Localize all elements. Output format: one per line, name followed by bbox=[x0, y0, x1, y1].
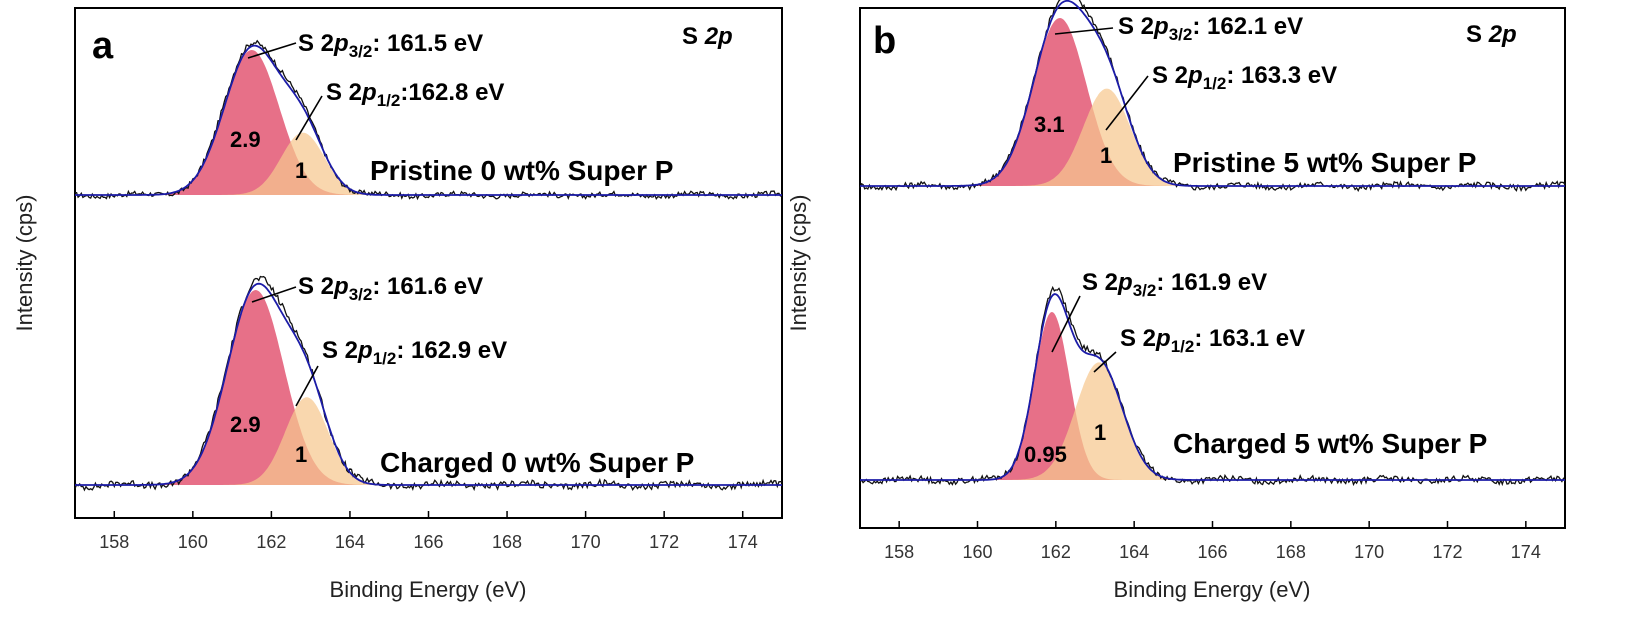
fit-envelope-a1 bbox=[75, 282, 782, 486]
x-axis-a: 158 160 162 164 166 168 170 172 174 bbox=[99, 511, 758, 552]
x-tick-label-b-5: 168 bbox=[1276, 542, 1306, 562]
peak-value-b1-p12: 163.1 eV bbox=[1209, 325, 1305, 352]
leader-a1-p12 bbox=[295, 365, 319, 407]
ratio-a1-p12: 1 bbox=[295, 442, 307, 467]
x-tick-label-b-7: 172 bbox=[1432, 542, 1462, 562]
peak-label-a1-p32: S 2p3/2: 161.6 eV bbox=[298, 273, 483, 304]
leader-b0-p12 bbox=[1105, 75, 1149, 131]
peak-label-a0-p32: S 2p3/2: 161.5 eV bbox=[298, 30, 483, 61]
x-tick-label-a-4: 166 bbox=[413, 532, 443, 552]
fit-envelope-b0 bbox=[860, 0, 1565, 187]
x-tick-label-a-8: 174 bbox=[728, 532, 758, 552]
panel-letter-a: a bbox=[92, 25, 114, 67]
spectrum-charged-5wt bbox=[859, 285, 1566, 487]
ratio-a0-p12: 1 bbox=[295, 158, 307, 183]
xlabel-b: Binding Energy (eV) bbox=[1114, 577, 1311, 602]
corner-label-b: S 2p bbox=[1466, 21, 1517, 48]
sample-label-b0: Pristine 5 wt% Super P bbox=[1173, 147, 1476, 178]
leader-b1-p12 bbox=[1093, 351, 1117, 373]
component-a1-p32 bbox=[142, 290, 369, 485]
peak-label-a1-p12: S 2p1/2: 162.9 eV bbox=[322, 337, 507, 368]
spectrum-pristine-5wt bbox=[859, 0, 1566, 193]
component-b0-p12 bbox=[1012, 88, 1201, 186]
peak-value-a1-p32: 161.6 eV bbox=[387, 273, 483, 300]
ylabel-b: Intensity (cps) bbox=[786, 195, 811, 332]
component-a1-p12 bbox=[220, 397, 394, 485]
peak-value-a1-p12: 162.9 eV bbox=[411, 337, 507, 364]
peak-value-b1-p32: 161.9 eV bbox=[1171, 269, 1267, 296]
ratio-b0-p12: 1 bbox=[1100, 143, 1112, 168]
component-b1-p32 bbox=[981, 312, 1123, 480]
panel-letter-b: b bbox=[873, 20, 896, 62]
x-tick-label-a-7: 172 bbox=[649, 532, 679, 552]
panel-a: a S 2p S 2p3/2: 161.5 eV S 2p1/2:162.8 e… bbox=[12, 7, 783, 602]
ratio-b1-p32: 0.95 bbox=[1024, 442, 1067, 467]
x-tick-label-a-3: 164 bbox=[335, 532, 365, 552]
component-b1-p12 bbox=[1004, 362, 1193, 480]
xlabel-a: Binding Energy (eV) bbox=[330, 577, 527, 602]
sample-label-b1: Charged 5 wt% Super P bbox=[1173, 428, 1487, 459]
leader-b1-p32 bbox=[1051, 295, 1081, 353]
x-tick-label-b-2: 162 bbox=[1041, 542, 1071, 562]
peak-value-a0-p12: 162.8 eV bbox=[408, 79, 504, 106]
panel-b: b S 2p S 2p3/2: 162.1 eV S 2p1/2: 163.3 … bbox=[786, 0, 1566, 602]
component-a0-p12 bbox=[216, 132, 390, 195]
x-tick-label-a-1: 160 bbox=[178, 532, 208, 552]
ratio-b1-p12: 1 bbox=[1094, 420, 1106, 445]
ratio-a0-p32: 2.9 bbox=[230, 127, 261, 152]
leader-a0-p12 bbox=[295, 95, 323, 141]
peak-value-b0-p32: 162.1 eV bbox=[1207, 13, 1303, 40]
ratio-a1-p32: 2.9 bbox=[230, 412, 261, 437]
raw-spectrum-b1 bbox=[859, 285, 1566, 487]
x-tick-label-a-0: 158 bbox=[99, 532, 129, 552]
ratio-b0-p32: 3.1 bbox=[1034, 112, 1065, 137]
x-tick-label-b-6: 170 bbox=[1354, 542, 1384, 562]
peak-label-b1-p32: S 2p3/2: 161.9 eV bbox=[1082, 269, 1267, 300]
leader-b0-p32 bbox=[1054, 27, 1114, 35]
corner-label-a: S 2p bbox=[682, 23, 733, 50]
x-tick-label-b-3: 164 bbox=[1119, 542, 1149, 562]
leader-a1-p32 bbox=[251, 286, 297, 303]
sample-label-a1: Charged 0 wt% Super P bbox=[380, 447, 694, 478]
peak-label-b1-p12: S 2p1/2: 163.1 eV bbox=[1120, 325, 1305, 356]
peak-value-b0-p12: 163.3 eV bbox=[1241, 62, 1337, 89]
peak-label-b0-p12: S 2p1/2: 163.3 eV bbox=[1152, 62, 1337, 93]
peak-label-a0-p12: S 2p1/2:162.8 eV bbox=[326, 79, 504, 110]
fit-envelope-b1 bbox=[860, 293, 1565, 481]
x-tick-label-a-5: 168 bbox=[492, 532, 522, 552]
x-axis-b: 158 160 162 164 166 168 170 172 174 bbox=[884, 521, 1541, 562]
peak-label-b0-p32: S 2p3/2: 162.1 eV bbox=[1118, 13, 1303, 44]
spectrum-pristine-0wt bbox=[75, 39, 783, 201]
x-tick-label-a-2: 162 bbox=[256, 532, 286, 552]
component-b0-p32 bbox=[953, 18, 1167, 186]
leader-a0-p32 bbox=[247, 42, 297, 59]
spectrum-charged-0wt bbox=[74, 275, 782, 492]
x-tick-label-a-6: 170 bbox=[571, 532, 601, 552]
x-tick-label-b-8: 174 bbox=[1511, 542, 1541, 562]
component-a0-p32 bbox=[141, 50, 362, 195]
x-tick-label-b-0: 158 bbox=[884, 542, 914, 562]
ylabel-a: Intensity (cps) bbox=[12, 195, 37, 332]
sample-label-a0: Pristine 0 wt% Super P bbox=[370, 155, 673, 186]
x-tick-label-b-1: 160 bbox=[962, 542, 992, 562]
peak-value-a0-p32: 161.5 eV bbox=[387, 30, 483, 57]
x-tick-label-b-4: 166 bbox=[1197, 542, 1227, 562]
fit-envelope-a0 bbox=[75, 44, 782, 196]
